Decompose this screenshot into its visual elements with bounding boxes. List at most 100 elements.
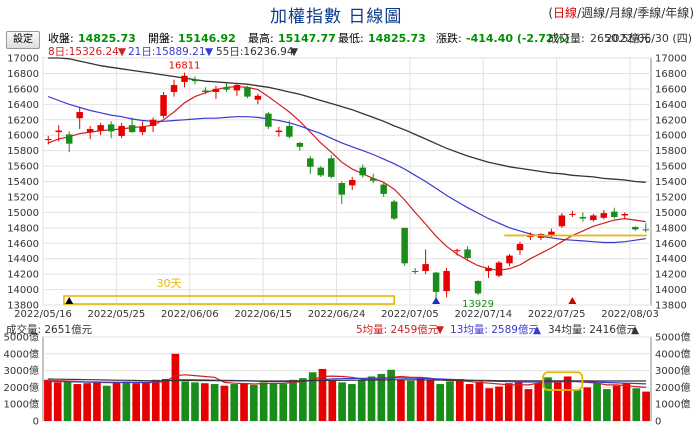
candle-body bbox=[401, 227, 408, 264]
candle-body bbox=[275, 130, 283, 133]
vol-ytick-label: 3000億 bbox=[655, 364, 690, 377]
close-label: 收盤: bbox=[48, 31, 74, 45]
volume-bar bbox=[142, 382, 150, 421]
candle-body bbox=[453, 250, 461, 252]
candle-body bbox=[485, 267, 492, 272]
price-xtick-label: 2022/07/14 bbox=[454, 309, 512, 320]
volume-bar bbox=[397, 379, 405, 421]
price-xtick-label: 2022/05/25 bbox=[88, 309, 146, 320]
period-weekly[interactable]: 週線 bbox=[581, 6, 606, 20]
period-yearly[interactable]: 年線 bbox=[665, 6, 690, 20]
price-ytick-label: 15600 bbox=[7, 162, 39, 173]
volume-bar bbox=[93, 382, 101, 421]
volume-value: 2650.5億元 bbox=[590, 32, 651, 45]
volume-bar bbox=[406, 380, 415, 421]
candle-body bbox=[254, 95, 262, 100]
volume-bar bbox=[603, 389, 611, 421]
price-ytick-label: 16200 bbox=[655, 115, 687, 126]
volume-bar bbox=[338, 382, 346, 421]
price-ytick-label: 16600 bbox=[655, 84, 687, 95]
volume-bar bbox=[554, 382, 562, 421]
volume-bar bbox=[53, 382, 62, 421]
candle-body bbox=[296, 142, 304, 147]
price-xtick-label: 2022/07/25 bbox=[528, 309, 586, 320]
volume-bar bbox=[73, 384, 82, 421]
volume-bar bbox=[436, 384, 444, 421]
candle-body bbox=[191, 79, 199, 82]
candle-body bbox=[76, 112, 83, 119]
price-xtick-label: 2022/08/03 bbox=[601, 309, 659, 320]
price-ytick-label: 14600 bbox=[655, 239, 687, 250]
volume-bar bbox=[112, 382, 121, 421]
candle-body bbox=[632, 227, 639, 230]
volume-bar bbox=[279, 384, 288, 421]
candle-body bbox=[422, 264, 429, 272]
vol-ytick-label: 1000億 bbox=[655, 398, 690, 411]
price-ytick-label: 16400 bbox=[7, 100, 39, 111]
vol-ytick-label: 0 bbox=[655, 417, 661, 428]
price-ytick-label: 16600 bbox=[7, 84, 39, 95]
volume-label: 成交量: bbox=[548, 31, 585, 45]
vol-ma13-legend: 13均量: 2589億元 bbox=[450, 323, 539, 336]
volume-bar bbox=[269, 383, 278, 421]
ma8-legend-arrow: ▼ bbox=[118, 46, 127, 58]
period-quarterly[interactable]: 季線 bbox=[637, 6, 662, 20]
price-ytick-label: 15000 bbox=[655, 208, 687, 219]
open-label: 開盤: bbox=[148, 32, 174, 45]
price-xtick-label: 2022/06/06 bbox=[161, 309, 219, 320]
volume-bar bbox=[514, 382, 523, 421]
volume-bar bbox=[161, 379, 170, 421]
price-ytick-label: 16000 bbox=[7, 131, 39, 142]
period-daily[interactable]: 日線 bbox=[553, 6, 578, 20]
vol-ma13-arrow: ▲ bbox=[533, 324, 542, 336]
volume-bar bbox=[230, 384, 239, 421]
volume-bar bbox=[308, 372, 317, 421]
chart-title: 加權指數 日線圖 bbox=[270, 7, 403, 27]
settings-button[interactable]: 設定 bbox=[6, 31, 40, 49]
volume-bar bbox=[495, 386, 503, 421]
vol-ma-line-34均量 bbox=[47, 378, 647, 382]
volume-bar bbox=[44, 379, 52, 421]
candle-body bbox=[380, 184, 387, 194]
candle-body bbox=[611, 211, 618, 218]
volume-bar bbox=[63, 381, 72, 421]
candle-body bbox=[244, 87, 251, 97]
volume-bar bbox=[544, 377, 552, 421]
period-monthly[interactable]: 月線 bbox=[609, 6, 634, 20]
ma55-legend-arrow: ▼ bbox=[290, 46, 299, 58]
high-label: 最高: bbox=[248, 31, 274, 45]
volume-bar bbox=[534, 383, 543, 421]
candle-body bbox=[621, 213, 629, 216]
volume-bar bbox=[377, 373, 386, 421]
vol-ytick-label: 2000億 bbox=[655, 381, 690, 394]
candle-body bbox=[328, 158, 335, 177]
volume-bar bbox=[563, 376, 572, 421]
price-xtick-label: 2022/07/05 bbox=[381, 309, 439, 320]
price-ytick-label: 17000 bbox=[7, 54, 39, 65]
price-ytick-label: 17000 bbox=[655, 54, 687, 65]
price-ytick-label: 15400 bbox=[7, 177, 39, 188]
candle-body bbox=[65, 134, 73, 144]
candle-body bbox=[348, 179, 356, 186]
volume-bar bbox=[524, 389, 533, 421]
volume-bar bbox=[240, 383, 248, 421]
candle-body bbox=[432, 272, 440, 292]
price-xtick-label: 2022/06/15 bbox=[234, 309, 292, 320]
volume-bar bbox=[367, 376, 376, 421]
extreme-value-label: 16811 bbox=[169, 61, 201, 72]
ma-line-55日 bbox=[48, 57, 646, 183]
vol-ma5-arrow: ▼ bbox=[436, 324, 445, 336]
volume-bar bbox=[122, 381, 131, 421]
candle-body bbox=[86, 129, 94, 133]
volume-bar bbox=[151, 379, 160, 421]
vol-ytick-label: 5000億 bbox=[655, 331, 690, 344]
volume-bar bbox=[181, 381, 190, 421]
ma21-legend: 21日:15889.21 bbox=[128, 46, 206, 58]
candle-body bbox=[181, 75, 188, 82]
candle-body bbox=[97, 125, 104, 131]
volume-bar bbox=[220, 385, 229, 421]
candle-body bbox=[317, 167, 325, 176]
price-ytick-label: 14800 bbox=[655, 223, 687, 234]
candle-body bbox=[202, 90, 209, 92]
price-ytick-label: 13800 bbox=[655, 301, 687, 312]
